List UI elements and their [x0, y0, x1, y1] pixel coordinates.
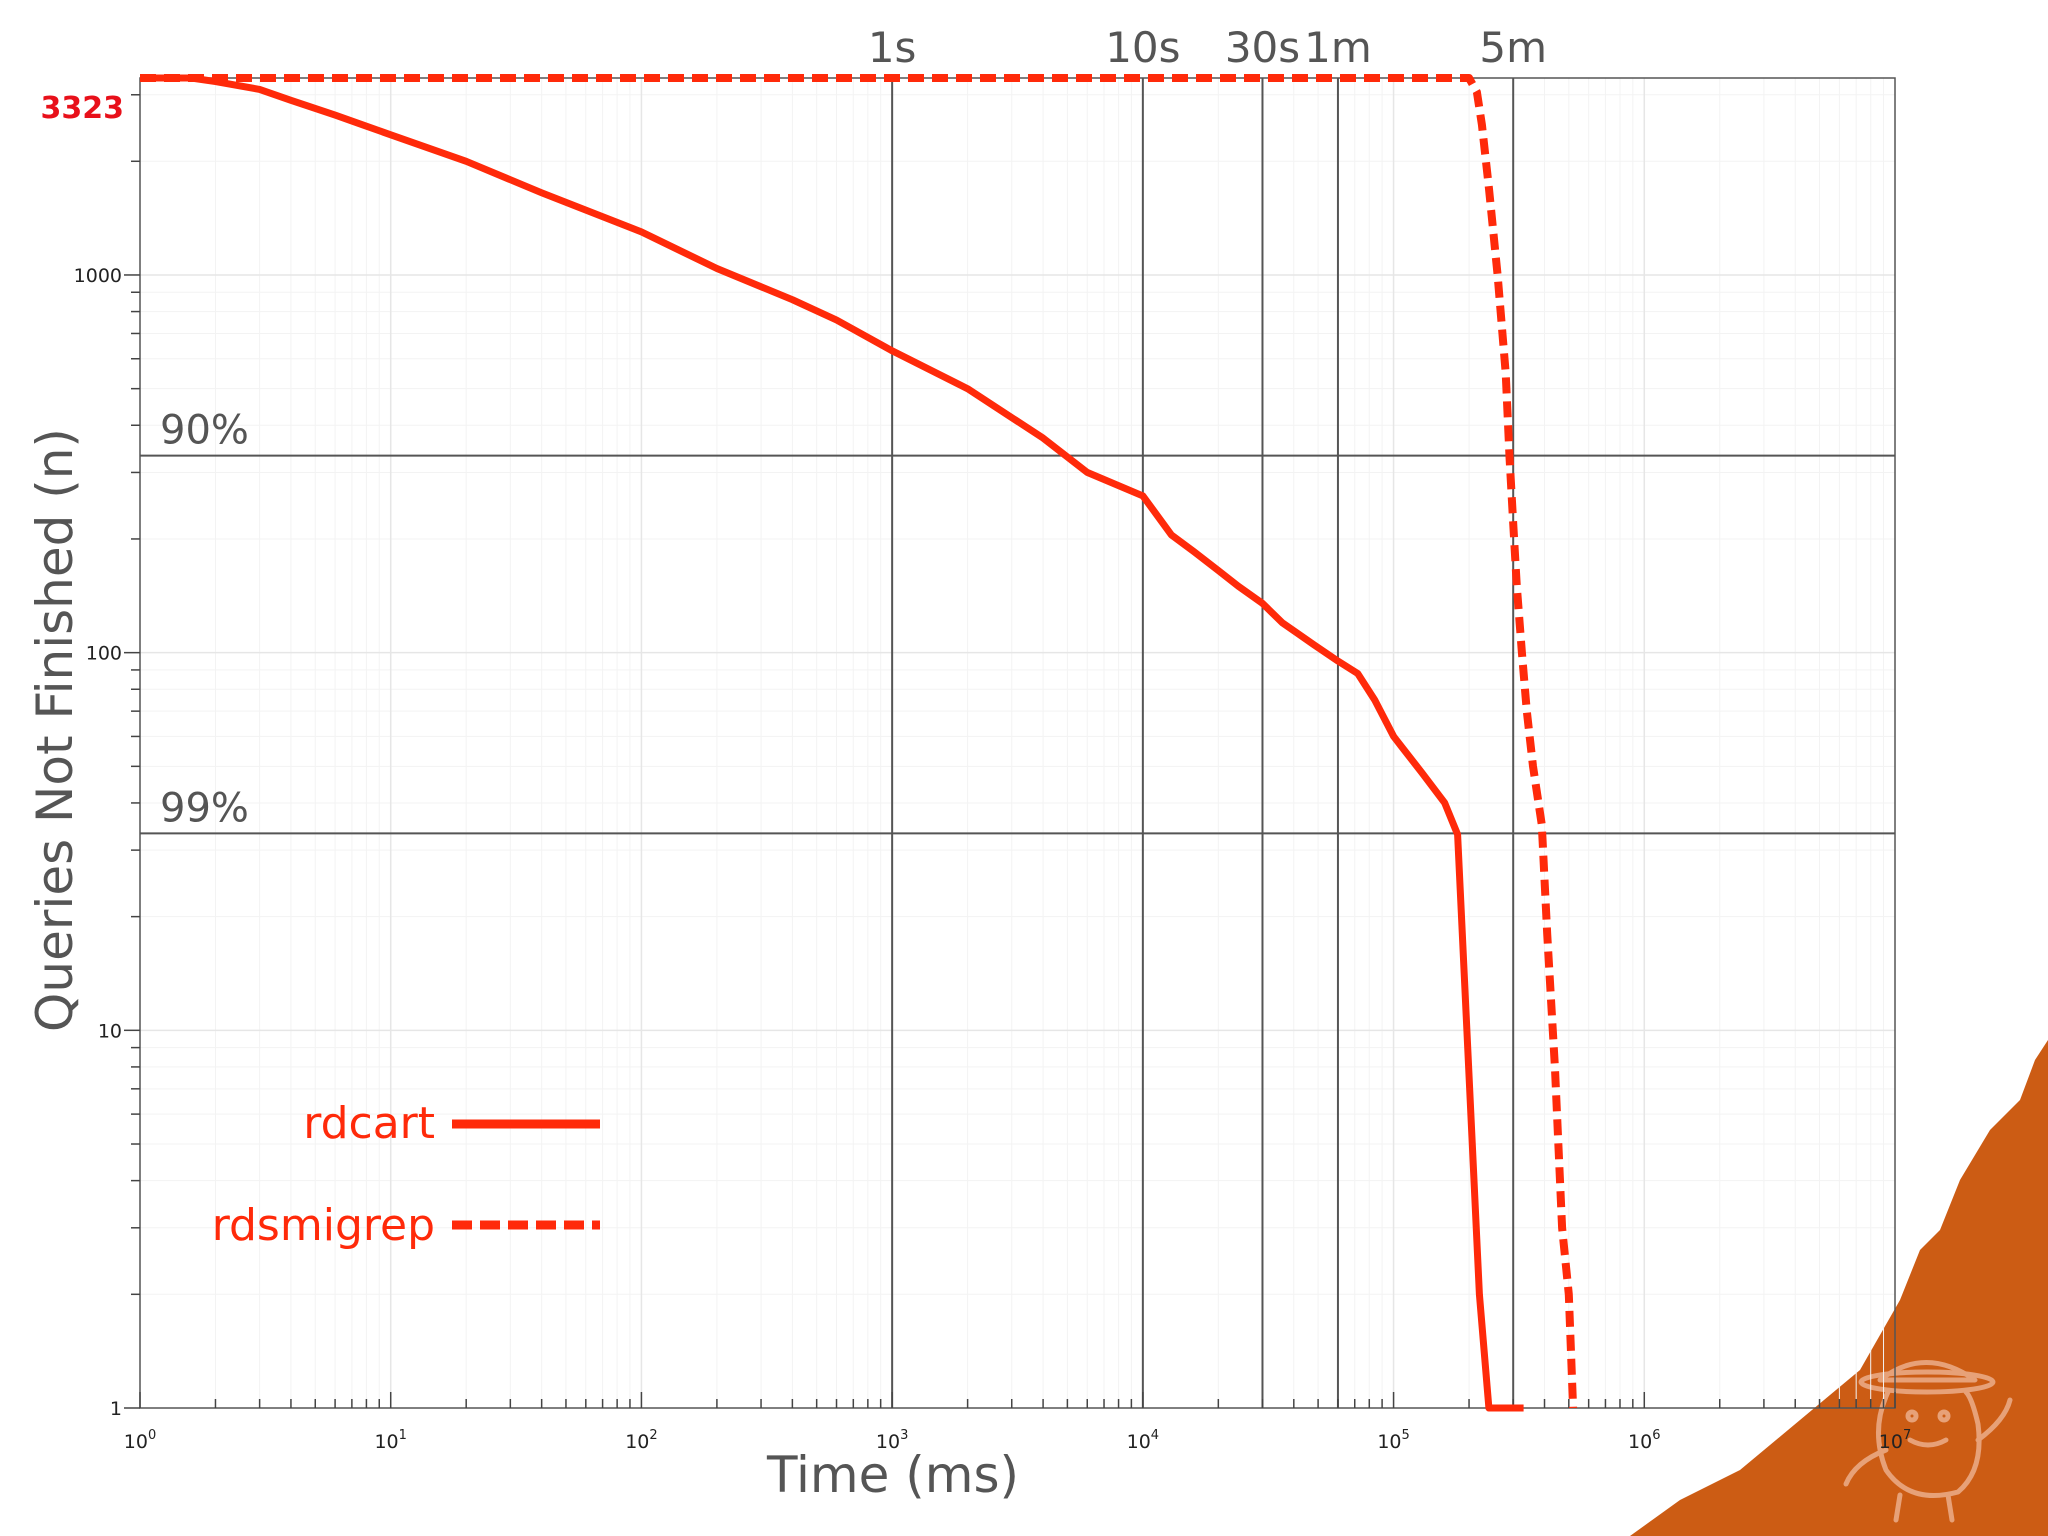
x-tick-label-base: 10	[1628, 1431, 1652, 1453]
x-tick-label-exponent: 6	[1652, 1428, 1660, 1443]
time-markers: 1s 10s 30s 1m 5m	[868, 23, 1547, 1408]
x-tick-label-exponent: 3	[900, 1428, 908, 1443]
x-tick-label-exponent: 2	[649, 1428, 657, 1443]
x-tick-label-base: 10	[876, 1431, 900, 1453]
legend-label-rdcart: rdcart	[303, 1098, 435, 1149]
time-marker-label: 10s	[1105, 23, 1180, 72]
x-tick-label-base: 10	[1127, 1431, 1151, 1453]
x-tick-label: 100	[124, 1428, 156, 1453]
x-tick-label: 103	[876, 1428, 908, 1453]
time-marker-label: 1m	[1304, 23, 1372, 72]
y-tick-label: 1	[110, 1398, 122, 1420]
time-marker-label: 5m	[1479, 23, 1547, 72]
time-marker-label: 30s	[1225, 23, 1300, 72]
percentile-lines: 90% 99%	[140, 408, 1895, 835]
x-tick-label-exponent: 1	[399, 1428, 407, 1443]
x-tick-label-exponent: 7	[1903, 1428, 1911, 1443]
x-tick-label-exponent: 5	[1402, 1428, 1410, 1443]
x-tick-label-base: 10	[1879, 1431, 1903, 1453]
percentile-label: 90%	[160, 408, 249, 454]
x-axis-label: Time (ms)	[766, 1446, 1019, 1504]
legend-label-rdsmigrep: rdsmigrep	[212, 1200, 435, 1251]
x-tick-label-base: 10	[1377, 1431, 1401, 1453]
x-tick-label-exponent: 0	[148, 1428, 156, 1443]
x-tick-label-base: 10	[625, 1431, 649, 1453]
y-tick-label: 10	[98, 1020, 122, 1042]
y-tick-label: 100	[86, 643, 122, 665]
legend: rdcart rdsmigrep	[212, 1098, 600, 1251]
series-line-rdsmigrep	[140, 74, 1578, 1409]
x-tick-label: 104	[1127, 1428, 1159, 1453]
minor-grid	[140, 78, 1895, 1408]
x-tick-label: 101	[374, 1428, 406, 1453]
mascot-icon	[1843, 1360, 2013, 1523]
x-tick-labels: 100 101 102 103 104 105 106 107	[124, 1428, 1911, 1453]
y-tick-label: 1000	[74, 265, 122, 287]
y-axis-label: Queries Not Finished (n)	[26, 428, 84, 1032]
x-tick-label: 102	[625, 1428, 657, 1453]
x-tick-label: 106	[1628, 1428, 1660, 1453]
x-tick-label-exponent: 4	[1151, 1428, 1159, 1443]
percentile-label: 99%	[160, 785, 249, 831]
series-layer	[140, 74, 1578, 1412]
x-tick-label-base: 10	[124, 1431, 148, 1453]
y-max-label: 3323	[41, 91, 125, 126]
axis-ticks	[124, 94, 1896, 1409]
x-tick-label-base: 10	[374, 1431, 398, 1453]
y-tick-labels: 1 10 100 1000	[74, 265, 122, 1420]
x-tick-label: 107	[1879, 1428, 1911, 1453]
time-marker-label: 1s	[868, 23, 917, 72]
x-tick-label: 105	[1377, 1428, 1409, 1453]
series-line-rdcart	[140, 74, 1524, 1412]
